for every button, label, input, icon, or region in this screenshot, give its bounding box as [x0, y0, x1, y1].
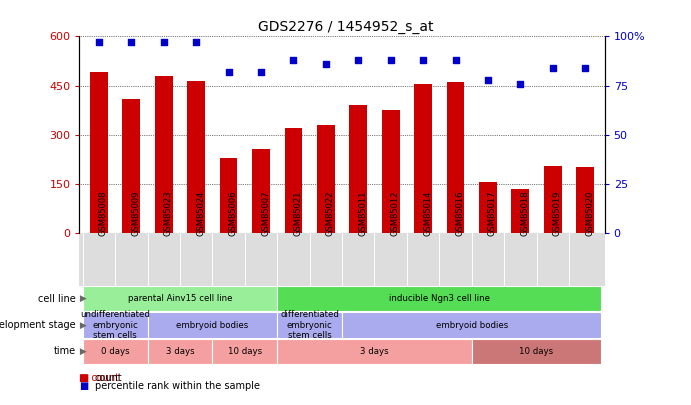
- Text: GSM85006: GSM85006: [229, 190, 238, 236]
- Bar: [446, 82, 464, 233]
- Text: GSM85007: GSM85007: [261, 190, 270, 236]
- Point: [417, 57, 428, 63]
- Text: 10 days: 10 days: [228, 347, 262, 356]
- Text: GSM85021: GSM85021: [294, 190, 303, 236]
- Text: ▶: ▶: [77, 347, 86, 356]
- Text: GDS2276 / 1454952_s_at: GDS2276 / 1454952_s_at: [258, 20, 433, 34]
- Point: [352, 57, 363, 63]
- Text: GSM85009: GSM85009: [131, 190, 140, 236]
- Point: [482, 77, 493, 83]
- Text: development stage: development stage: [0, 320, 76, 330]
- Text: time: time: [54, 346, 76, 356]
- Point: [126, 39, 137, 46]
- Bar: [83, 339, 148, 364]
- Bar: [187, 81, 205, 233]
- Text: embryoid bodies: embryoid bodies: [435, 320, 508, 330]
- Bar: [544, 166, 562, 233]
- Point: [191, 39, 202, 46]
- Bar: [479, 182, 497, 233]
- Point: [256, 68, 267, 75]
- Text: count: count: [95, 373, 122, 383]
- Text: inducible Ngn3 cell line: inducible Ngn3 cell line: [389, 294, 490, 303]
- Text: GSM85012: GSM85012: [390, 190, 399, 236]
- Bar: [83, 312, 148, 338]
- Bar: [212, 339, 277, 364]
- Bar: [342, 312, 601, 338]
- Text: GSM85018: GSM85018: [520, 190, 529, 236]
- Text: 3 days: 3 days: [360, 347, 389, 356]
- Text: GSM85023: GSM85023: [164, 190, 173, 236]
- Bar: [511, 189, 529, 233]
- Bar: [90, 72, 108, 233]
- Text: GSM85024: GSM85024: [196, 190, 205, 236]
- Bar: [148, 339, 212, 364]
- Text: differentiated
embryonic
stem cells: differentiated embryonic stem cells: [280, 310, 339, 340]
- Text: cell line: cell line: [38, 294, 76, 304]
- Text: ▶: ▶: [77, 294, 86, 303]
- Bar: [277, 312, 342, 338]
- Point: [288, 57, 299, 63]
- Text: GSM85020: GSM85020: [585, 190, 594, 236]
- Point: [547, 65, 558, 71]
- Point: [515, 80, 526, 87]
- Text: percentile rank within the sample: percentile rank within the sample: [95, 381, 260, 391]
- Bar: [155, 76, 173, 233]
- Bar: [148, 312, 277, 338]
- Bar: [317, 125, 334, 233]
- Bar: [576, 167, 594, 233]
- Text: parental Ainv15 cell line: parental Ainv15 cell line: [128, 294, 232, 303]
- Text: ■: ■: [79, 381, 88, 391]
- Point: [93, 39, 104, 46]
- Bar: [252, 149, 270, 233]
- Text: ■ count: ■ count: [79, 373, 120, 383]
- Point: [321, 61, 332, 67]
- Point: [223, 68, 234, 75]
- Point: [450, 57, 461, 63]
- Text: undifferentiated
embryonic
stem cells: undifferentiated embryonic stem cells: [80, 310, 150, 340]
- Text: GSM85014: GSM85014: [423, 190, 432, 236]
- Bar: [381, 110, 399, 233]
- Bar: [220, 158, 238, 233]
- Text: 3 days: 3 days: [166, 347, 194, 356]
- Bar: [285, 128, 303, 233]
- Bar: [472, 339, 601, 364]
- Point: [580, 65, 591, 71]
- Point: [158, 39, 169, 46]
- Text: ▶: ▶: [77, 320, 86, 330]
- Text: GSM85017: GSM85017: [488, 190, 497, 236]
- Text: 0 days: 0 days: [101, 347, 129, 356]
- Bar: [350, 105, 367, 233]
- Text: ■: ■: [79, 373, 88, 383]
- Text: 10 days: 10 days: [520, 347, 553, 356]
- Point: [385, 57, 396, 63]
- Text: GSM85022: GSM85022: [326, 190, 335, 236]
- Text: GSM85019: GSM85019: [553, 190, 562, 236]
- Text: GSM85008: GSM85008: [99, 190, 108, 236]
- Text: GSM85011: GSM85011: [358, 190, 367, 236]
- Bar: [122, 99, 140, 233]
- Bar: [414, 84, 432, 233]
- Bar: [277, 339, 472, 364]
- Text: embryoid bodies: embryoid bodies: [176, 320, 249, 330]
- Bar: [83, 286, 277, 311]
- Bar: [277, 286, 601, 311]
- Text: GSM85016: GSM85016: [455, 190, 464, 236]
